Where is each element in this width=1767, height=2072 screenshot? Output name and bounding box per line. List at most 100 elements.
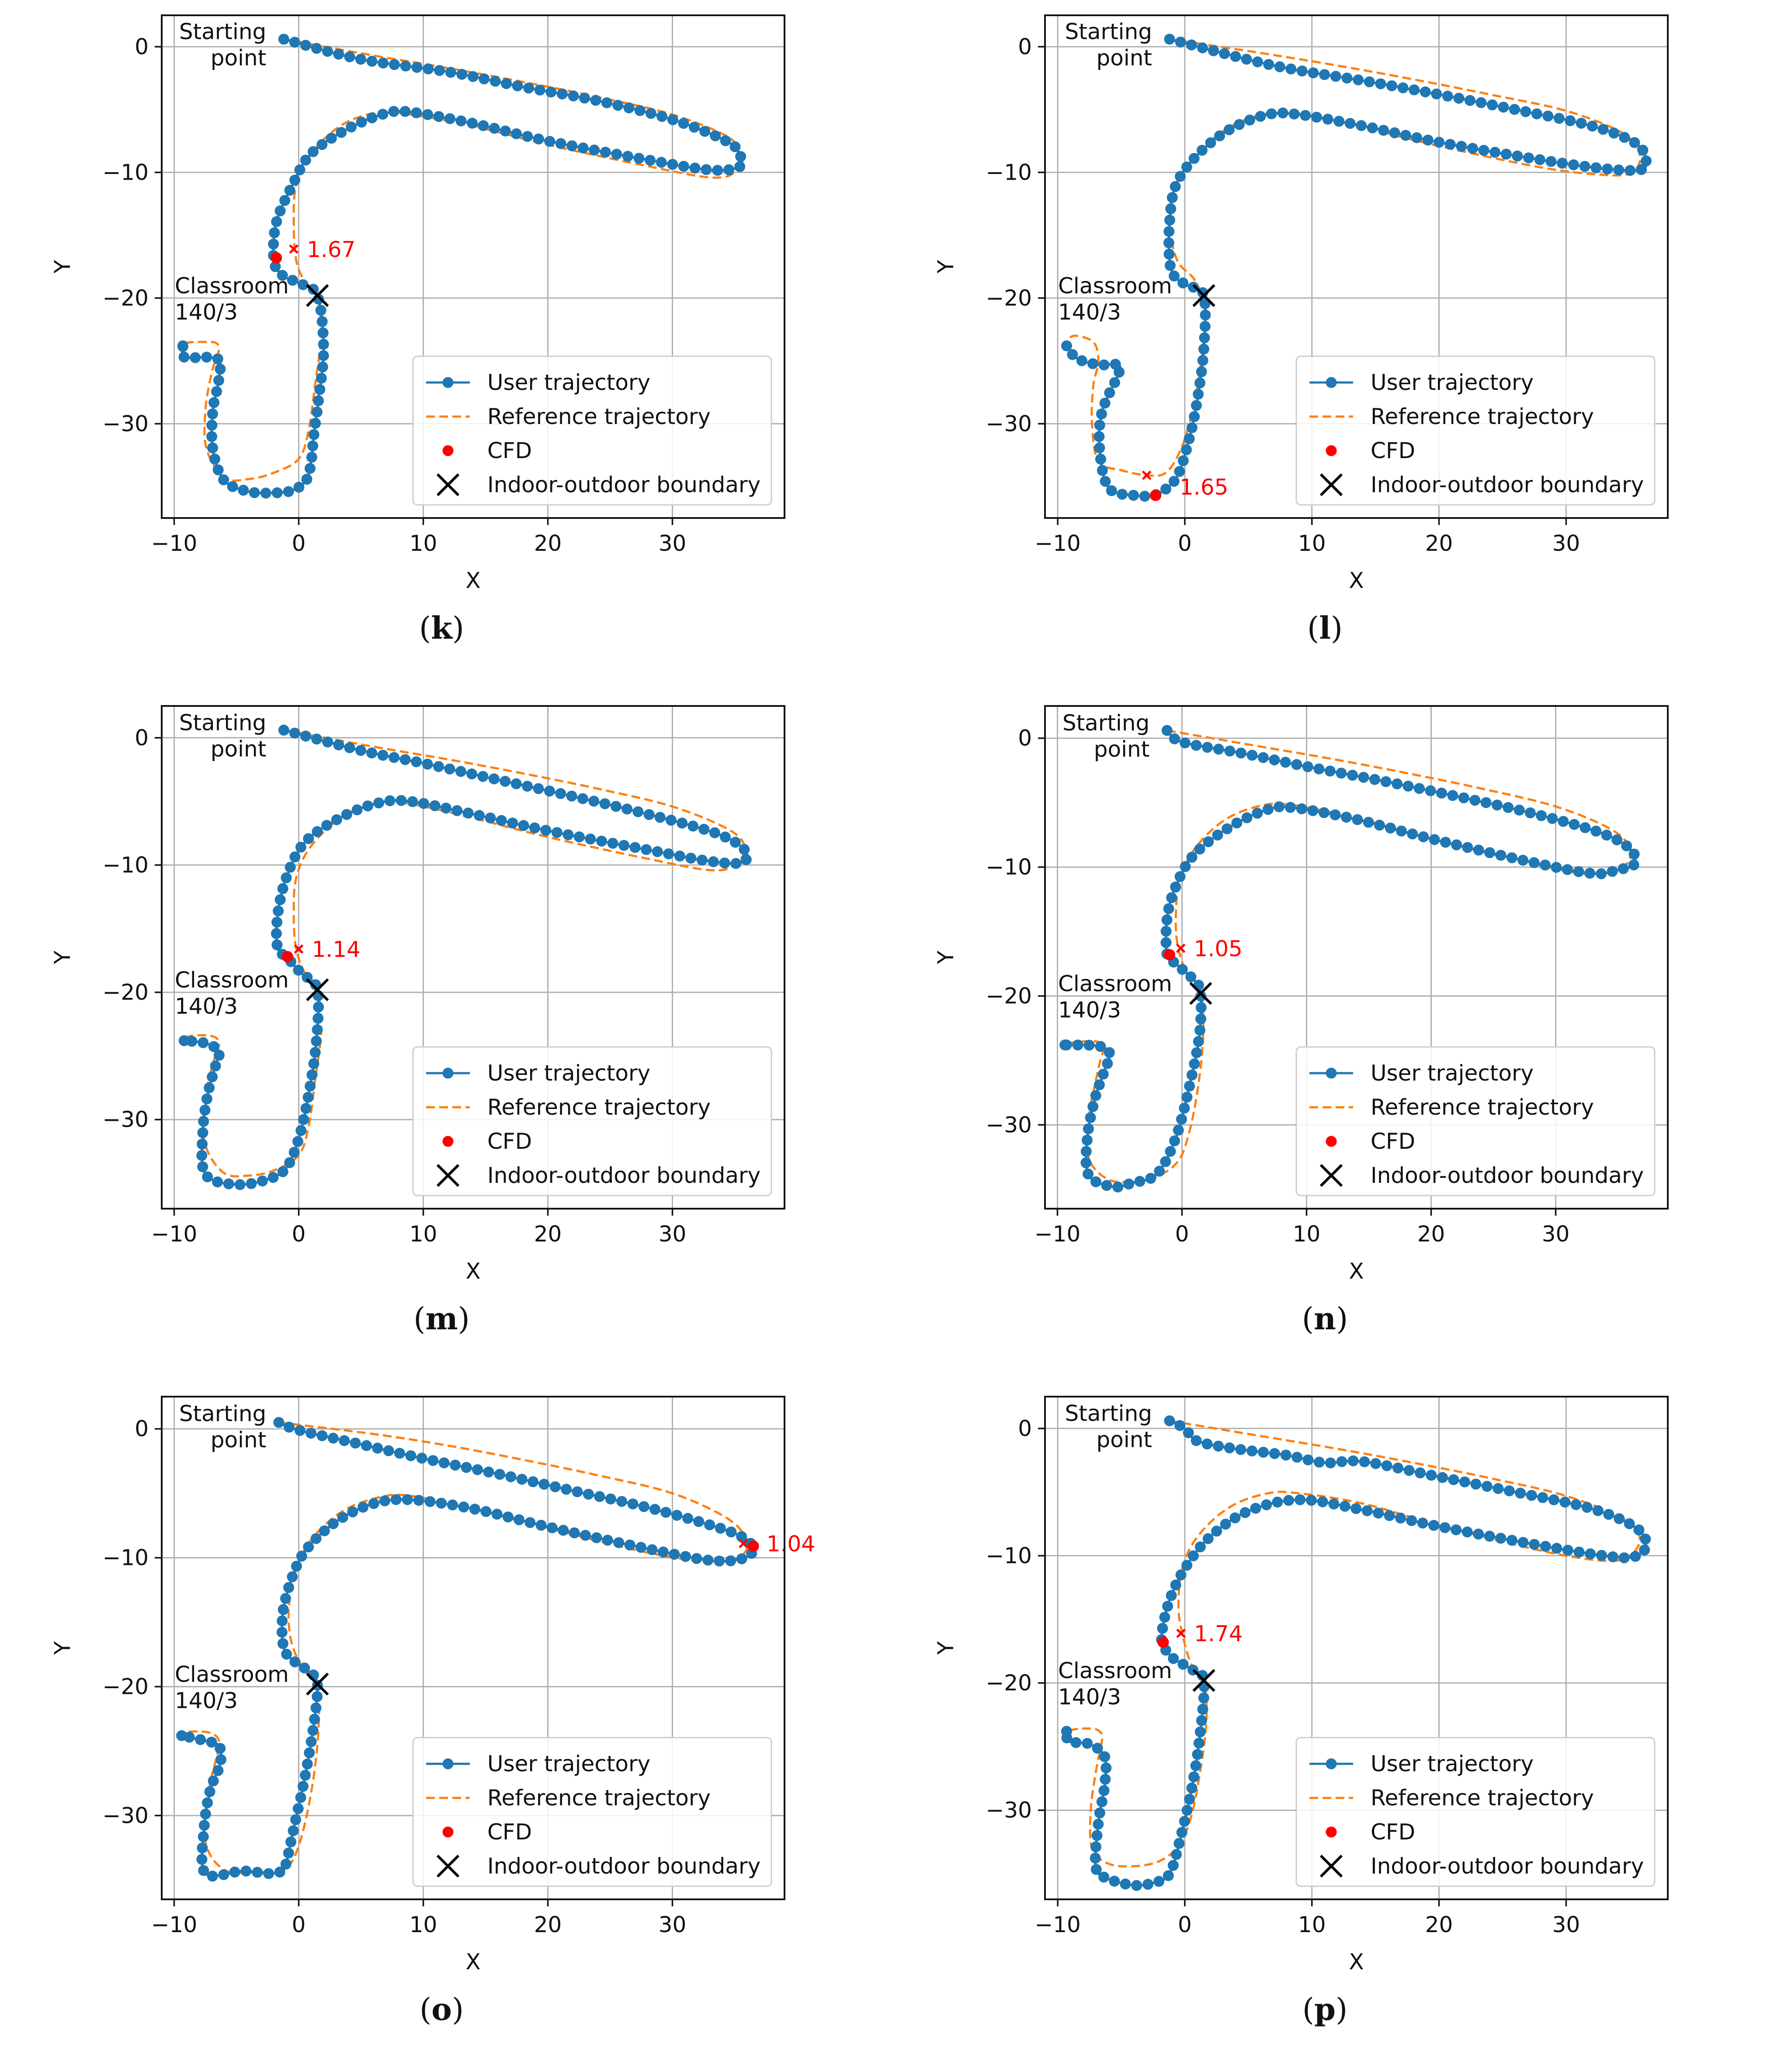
y-tick-label: −30 [986, 1797, 1032, 1823]
user-trajectory-point [1586, 121, 1598, 132]
user-trajectory-point [612, 100, 624, 111]
user-trajectory-point [440, 803, 451, 814]
x-tick-label: −10 [151, 1912, 198, 1937]
x-tick-label: −10 [151, 1221, 198, 1247]
user-trajectory-point [310, 1533, 322, 1544]
legend-cfd-marker [442, 1136, 454, 1147]
user-trajectory-point [1568, 159, 1579, 170]
y-tick-label: −30 [102, 411, 149, 436]
user-trajectory-point [390, 1494, 402, 1505]
user-trajectory-point [611, 149, 622, 160]
user-trajectory-point [528, 1476, 539, 1488]
panel-n: 1.05 −10 0 10 20 30 0 −10 −20 −30 X Y Starting point C… [883, 691, 1767, 1381]
user-trajectory-point [1641, 155, 1652, 167]
user-trajectory-point [396, 795, 407, 806]
user-trajectory-point [1302, 1454, 1314, 1466]
user-trajectory-point [1097, 465, 1108, 476]
cfd-reference-cross [1176, 1628, 1186, 1638]
user-trajectory-point [656, 111, 668, 122]
user-trajectory-point [725, 1555, 736, 1567]
user-trajectory-point [411, 107, 422, 118]
user-trajectory-point [1480, 797, 1492, 808]
user-trajectory-point [624, 1539, 635, 1551]
legend-user-marker [1326, 1067, 1337, 1079]
indoor-outdoor-boundary-marker [1192, 284, 1215, 307]
y-tick-label: −20 [102, 1674, 149, 1699]
x-tick-label: 20 [534, 1221, 562, 1247]
user-trajectory-point [1324, 765, 1336, 777]
user-trajectory-point [1080, 1157, 1092, 1168]
user-trajectory-point [585, 833, 596, 845]
user-trajectory-point [388, 106, 399, 117]
user-trajectory-point [271, 917, 283, 928]
user-trajectory-point [213, 1050, 225, 1061]
y-tick-label: −10 [986, 1543, 1032, 1568]
user-trajectory-point [311, 734, 323, 745]
starting-point-label: Starting [179, 1401, 266, 1426]
user-trajectory-point [1296, 803, 1307, 814]
user-trajectory-point [534, 84, 545, 96]
user-trajectory-point [1134, 1176, 1146, 1187]
user-trajectory-point [1194, 377, 1205, 389]
user-trajectory-point [589, 144, 600, 156]
classroom-label: Classroom [175, 1662, 289, 1687]
user-trajectory-point [1411, 132, 1423, 143]
legend-boundary-marker [436, 1164, 460, 1187]
user-trajectory-point [740, 854, 752, 865]
x-axis-label: X [465, 1258, 480, 1284]
user-trajectory-point [1194, 1726, 1206, 1738]
y-axis-label: Y [50, 260, 75, 274]
user-trajectory-point [445, 66, 456, 78]
user-trajectory-point [538, 1478, 550, 1490]
legend-boundary-marker [1319, 1164, 1343, 1187]
user-trajectory-point [455, 115, 467, 127]
user-trajectory-point [1280, 757, 1291, 768]
user-trajectory-point [271, 939, 283, 950]
user-trajectory-point [500, 775, 511, 787]
user-trajectory-point [1512, 150, 1523, 162]
user-trajectory-point [198, 1831, 209, 1843]
user-trajectory-point [478, 120, 489, 131]
user-trajectory-point [218, 474, 229, 486]
user-trajectory-point [1211, 1526, 1222, 1537]
user-trajectory-point [496, 815, 507, 826]
x-axis-label: X [465, 568, 480, 593]
user-trajectory-point [1361, 1505, 1373, 1516]
user-trajectory-point [1170, 881, 1181, 893]
user-trajectory-point [302, 1092, 314, 1103]
axes-frame [161, 14, 785, 519]
user-trajectory-point [1509, 104, 1520, 115]
user-trajectory-point [1325, 1457, 1336, 1469]
user-trajectory-point [1189, 1058, 1200, 1070]
user-trajectory-point [300, 1103, 312, 1114]
user-trajectory-point [1308, 67, 1319, 79]
legend-cfd-marker [1326, 1826, 1337, 1838]
user-trajectory-point [1165, 203, 1177, 215]
user-trajectory-point [273, 1417, 285, 1428]
user-trajectory-point [533, 133, 544, 145]
user-trajectory-point [616, 1496, 628, 1507]
user-trajectory-point [1636, 164, 1647, 175]
user-trajectory-point [447, 1499, 458, 1511]
user-trajectory-point [278, 34, 289, 45]
user-trajectory-point [469, 1503, 480, 1515]
legend-label-cfd: CFD [487, 1129, 532, 1154]
user-trajectory-point [1160, 483, 1171, 495]
user-trajectory-point [667, 114, 678, 125]
user-trajectory-point [544, 786, 555, 797]
axes-frame [1044, 1396, 1669, 1900]
user-trajectory-point [1339, 1501, 1350, 1512]
user-trajectory-point [310, 1702, 322, 1714]
panel-caption: (o) [419, 1991, 464, 2027]
user-trajectory-point [318, 350, 329, 361]
user-trajectory-point [287, 1571, 298, 1582]
user-trajectory-point [312, 1013, 324, 1024]
legend-label-cfd: CFD [1371, 438, 1415, 463]
user-trajectory-point [1131, 1880, 1142, 1891]
user-trajectory-point [350, 1437, 361, 1449]
y-tick-label: −10 [986, 855, 1032, 880]
user-trajectory-point [293, 482, 305, 493]
user-trajectory-point [362, 800, 373, 812]
user-trajectory-point [621, 803, 633, 815]
